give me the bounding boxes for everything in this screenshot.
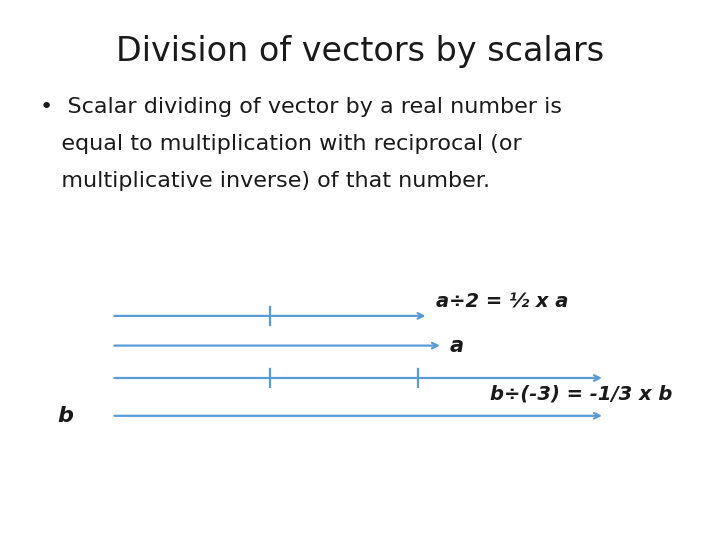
Text: a÷2 = ½ x a: a÷2 = ½ x a — [436, 293, 568, 312]
Text: Division of vectors by scalars: Division of vectors by scalars — [116, 35, 604, 68]
Text: b: b — [58, 406, 73, 426]
Text: b÷(-3) = -1/3 x b: b÷(-3) = -1/3 x b — [490, 384, 672, 404]
Text: •  Scalar dividing of vector by a real number is: • Scalar dividing of vector by a real nu… — [40, 97, 562, 117]
Text: a: a — [450, 335, 464, 356]
Text: equal to multiplication with reciprocal (or: equal to multiplication with reciprocal … — [40, 134, 521, 154]
Text: multiplicative inverse) of that number.: multiplicative inverse) of that number. — [40, 171, 490, 191]
